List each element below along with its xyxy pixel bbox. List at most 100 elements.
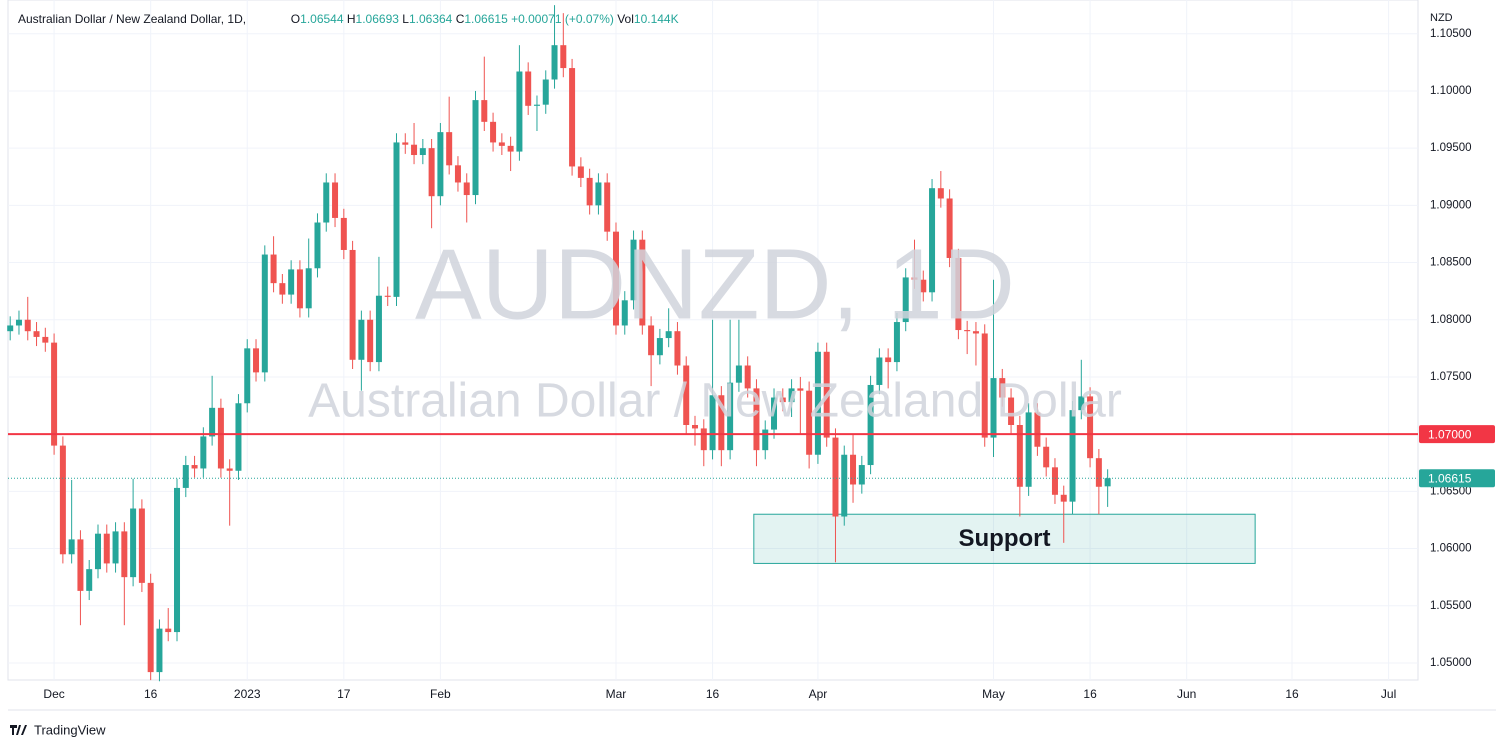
candle-body — [209, 407, 216, 437]
change: +0.00071 (+0.07%) — [511, 12, 614, 26]
candle-body — [507, 145, 514, 152]
y-tick-label: 1.06000 — [1430, 543, 1472, 555]
y-tick-label: 1.06500 — [1430, 485, 1472, 497]
x-tick-label: May — [982, 687, 1005, 701]
candle-body — [384, 295, 391, 297]
candle-body — [419, 148, 426, 156]
zone-label: Support — [958, 525, 1050, 552]
candle-body — [814, 351, 821, 455]
candle-body — [1078, 396, 1085, 411]
candle-body — [1104, 478, 1111, 487]
candle-body — [1060, 494, 1067, 502]
volume-value: 10.144K — [633, 12, 679, 26]
candle-body — [332, 182, 339, 218]
x-tick-label: Jul — [1381, 687, 1396, 701]
candle-body — [735, 365, 742, 383]
candle-body — [604, 182, 611, 232]
candle-body — [349, 249, 356, 360]
high-value: 1.06693 — [355, 12, 399, 26]
candle-body — [165, 628, 172, 633]
x-tick-label: 17 — [337, 687, 351, 701]
watermark-subtitle: Australian Dollar / New Zealand Dollar — [308, 375, 1122, 428]
brand-logo — [10, 725, 27, 735]
price-label-bg — [1419, 425, 1495, 444]
candle-body — [920, 279, 927, 293]
candle-body — [112, 531, 119, 564]
y-tick-label: 1.05000 — [1430, 657, 1472, 669]
candle-body — [683, 365, 690, 425]
candle-body — [235, 403, 242, 471]
x-tick-label: Mar — [606, 687, 627, 701]
legend-header: Australian Dollar / New Zealand Dollar, … — [18, 12, 679, 26]
candle-body — [59, 445, 66, 555]
candle-body — [253, 348, 260, 373]
candle-body — [577, 166, 584, 178]
candle-body — [586, 177, 593, 206]
last-price-bg — [1419, 469, 1495, 488]
candle-body — [718, 395, 725, 451]
candle-body — [296, 269, 303, 309]
candle-body — [981, 333, 988, 438]
candle-body — [138, 508, 145, 583]
candle-body — [472, 100, 479, 196]
candle-body — [902, 277, 909, 323]
low-label: L — [402, 12, 409, 26]
candle-body — [375, 295, 382, 363]
candle-body — [560, 45, 567, 69]
candle-body — [367, 319, 374, 363]
candle-body — [692, 425, 699, 429]
candle-body — [261, 254, 268, 373]
brand: TradingView — [34, 722, 106, 737]
candle-body — [182, 465, 189, 488]
candle-body — [1069, 410, 1076, 502]
candle-body — [463, 182, 470, 196]
candle-body — [428, 148, 435, 197]
plot-layer: Support — [7, 0, 1496, 711]
candle-body — [999, 378, 1006, 398]
candle-body — [876, 357, 883, 385]
candle-body — [779, 397, 786, 403]
candle-body — [279, 283, 286, 295]
candle-body — [437, 132, 444, 197]
price-label: 1.07000 — [1428, 427, 1472, 441]
x-tick-label: 16 — [1285, 687, 1299, 701]
candle-body — [648, 325, 655, 356]
watermark: AUDNZD, 1D — [415, 228, 1015, 340]
candle-body — [551, 45, 558, 80]
candle-body — [525, 71, 532, 106]
candle-body — [200, 436, 207, 469]
volume-label: Vol — [617, 12, 634, 26]
candle-body — [893, 322, 900, 363]
candle-body — [1043, 446, 1050, 468]
candle-body — [630, 239, 637, 301]
candle-body — [972, 331, 979, 334]
candle-body — [806, 390, 813, 455]
candle-body — [885, 357, 892, 363]
candle-body — [929, 188, 936, 293]
candle-body — [490, 121, 497, 143]
open-value: 1.06544 — [300, 12, 344, 26]
candle-body — [867, 384, 874, 466]
candle-body — [841, 454, 848, 517]
candle-body — [990, 378, 997, 438]
candle-body — [542, 79, 549, 105]
candle-body — [411, 144, 418, 156]
candle-body — [656, 338, 663, 356]
candle-body — [121, 531, 128, 578]
x-tick-label: 2023 — [234, 687, 261, 701]
candle-body — [744, 365, 751, 389]
candle-body — [1095, 458, 1102, 487]
candle-body — [727, 382, 734, 451]
candle-body — [498, 142, 505, 146]
y-tick-label: 1.09500 — [1430, 142, 1472, 154]
candle-body — [94, 533, 101, 570]
candle-body — [612, 231, 619, 326]
candle-body — [244, 348, 251, 404]
candle-body — [1025, 412, 1032, 487]
candle-body — [788, 388, 795, 403]
candle-body — [762, 429, 769, 451]
candle-body — [911, 277, 918, 280]
candle-body — [217, 407, 224, 469]
